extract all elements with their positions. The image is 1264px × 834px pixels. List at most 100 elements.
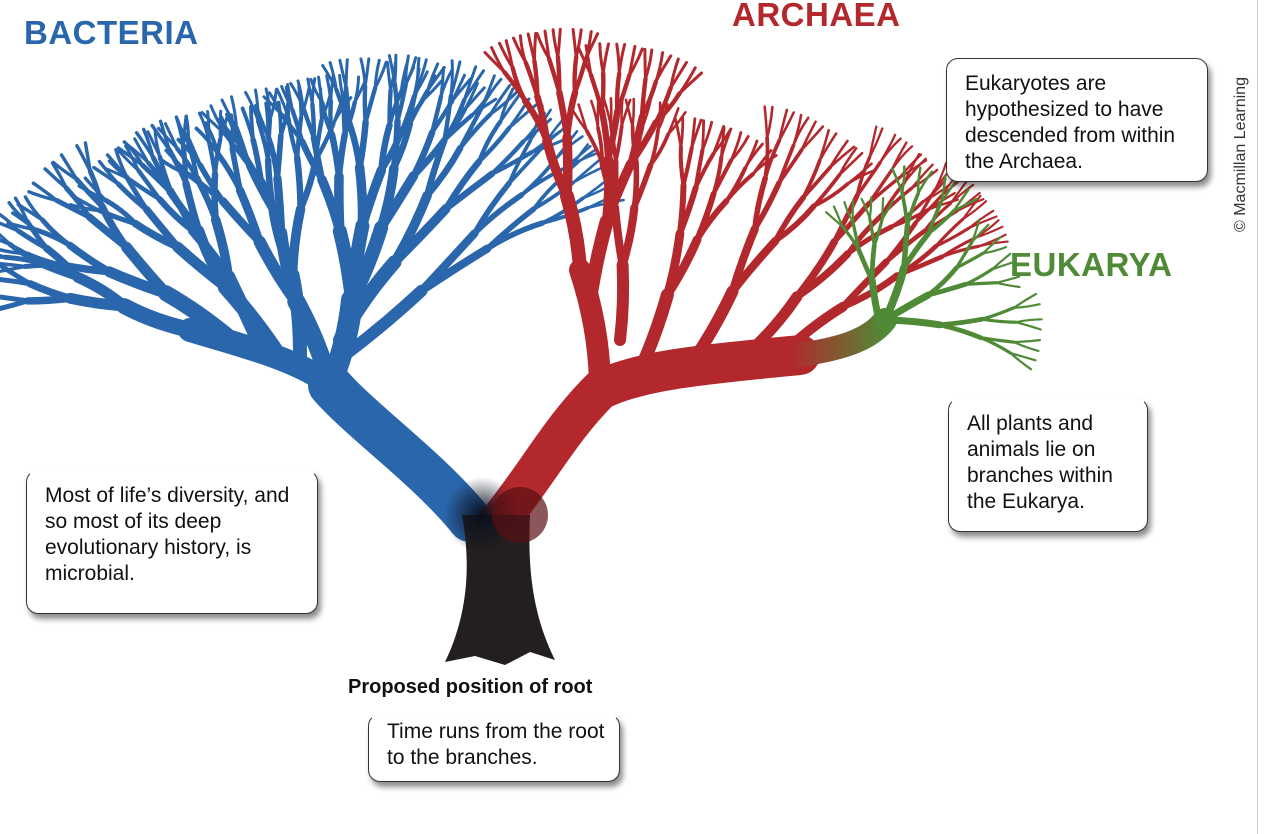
branch	[71, 194, 102, 213]
branch	[97, 159, 121, 186]
branch	[633, 288, 674, 377]
branch	[182, 180, 203, 235]
branch	[267, 91, 284, 117]
branch	[0, 261, 27, 269]
eukarya-branches	[778, 165, 1043, 371]
branch	[955, 198, 985, 213]
branch	[407, 88, 430, 126]
branch	[484, 220, 546, 252]
branch	[50, 161, 69, 191]
branch	[373, 60, 388, 90]
branch	[450, 77, 472, 103]
branch	[457, 112, 493, 151]
branch	[489, 150, 534, 176]
branch	[534, 93, 551, 145]
branch	[916, 170, 934, 196]
branch	[618, 203, 639, 270]
branch	[476, 125, 512, 164]
branch	[728, 236, 780, 296]
branch	[666, 111, 687, 136]
branch	[265, 117, 273, 163]
branch	[40, 217, 73, 248]
branch	[669, 61, 688, 90]
branch	[390, 120, 414, 172]
branch	[980, 317, 1018, 324]
time-direction-note: Time runs from the root to the branches.	[368, 714, 620, 782]
branch	[614, 259, 630, 346]
branch	[423, 144, 464, 199]
branch	[344, 58, 349, 89]
branch	[23, 195, 45, 222]
branch	[952, 197, 978, 213]
branch	[855, 160, 882, 198]
branch	[631, 97, 636, 128]
copyright-notice: © Macmillan Learning	[1232, 77, 1249, 232]
branch	[881, 316, 944, 329]
branch	[869, 243, 877, 284]
branch	[290, 107, 305, 144]
plants-animals-note: All plants and animals lie on branches w…	[948, 398, 1148, 532]
branch	[532, 31, 538, 63]
branch	[693, 151, 716, 190]
branch	[1014, 321, 1042, 331]
branch	[934, 226, 971, 248]
branch	[184, 114, 190, 146]
branch	[596, 126, 605, 166]
branch	[490, 46, 506, 74]
branch	[991, 260, 1016, 271]
branch	[763, 138, 782, 181]
branch	[313, 121, 336, 163]
branch	[376, 171, 419, 233]
branch	[701, 120, 714, 152]
branch	[583, 214, 614, 307]
branch	[900, 165, 906, 194]
branch	[631, 162, 654, 211]
branch	[901, 230, 932, 272]
branch	[1012, 303, 1041, 309]
branch	[914, 193, 944, 225]
branch	[868, 277, 884, 329]
branch	[504, 39, 515, 70]
branch	[107, 159, 132, 182]
branch	[254, 88, 260, 123]
branch	[681, 146, 694, 188]
branch	[1014, 318, 1043, 324]
branch	[10, 211, 38, 232]
branch	[507, 146, 544, 186]
branch	[333, 255, 402, 347]
branch	[417, 244, 492, 295]
branch	[844, 224, 895, 257]
page-edge-rule	[1257, 0, 1258, 834]
branch	[679, 116, 685, 149]
root-caption: Proposed position of root	[348, 676, 593, 698]
branch	[926, 209, 956, 236]
branch	[229, 145, 243, 194]
branch	[72, 271, 130, 312]
tree-trunk	[444, 477, 555, 665]
branch	[335, 131, 349, 180]
branch	[299, 85, 311, 120]
branch	[644, 48, 654, 81]
branch	[555, 54, 562, 95]
branch	[684, 285, 739, 371]
branch	[693, 198, 730, 243]
branch	[463, 86, 486, 111]
branch	[449, 60, 462, 98]
branch	[881, 199, 894, 221]
branch	[979, 336, 1013, 355]
branch	[297, 156, 319, 213]
branch	[720, 127, 733, 159]
branch	[63, 185, 93, 220]
branch	[286, 83, 294, 112]
branch	[980, 306, 1016, 321]
branch	[724, 171, 756, 204]
branch	[249, 104, 256, 142]
branch	[634, 125, 645, 164]
branch	[479, 77, 503, 110]
branch	[297, 84, 303, 120]
branch	[662, 235, 702, 300]
branch	[197, 162, 226, 204]
branch	[562, 132, 573, 201]
branch	[556, 27, 562, 59]
